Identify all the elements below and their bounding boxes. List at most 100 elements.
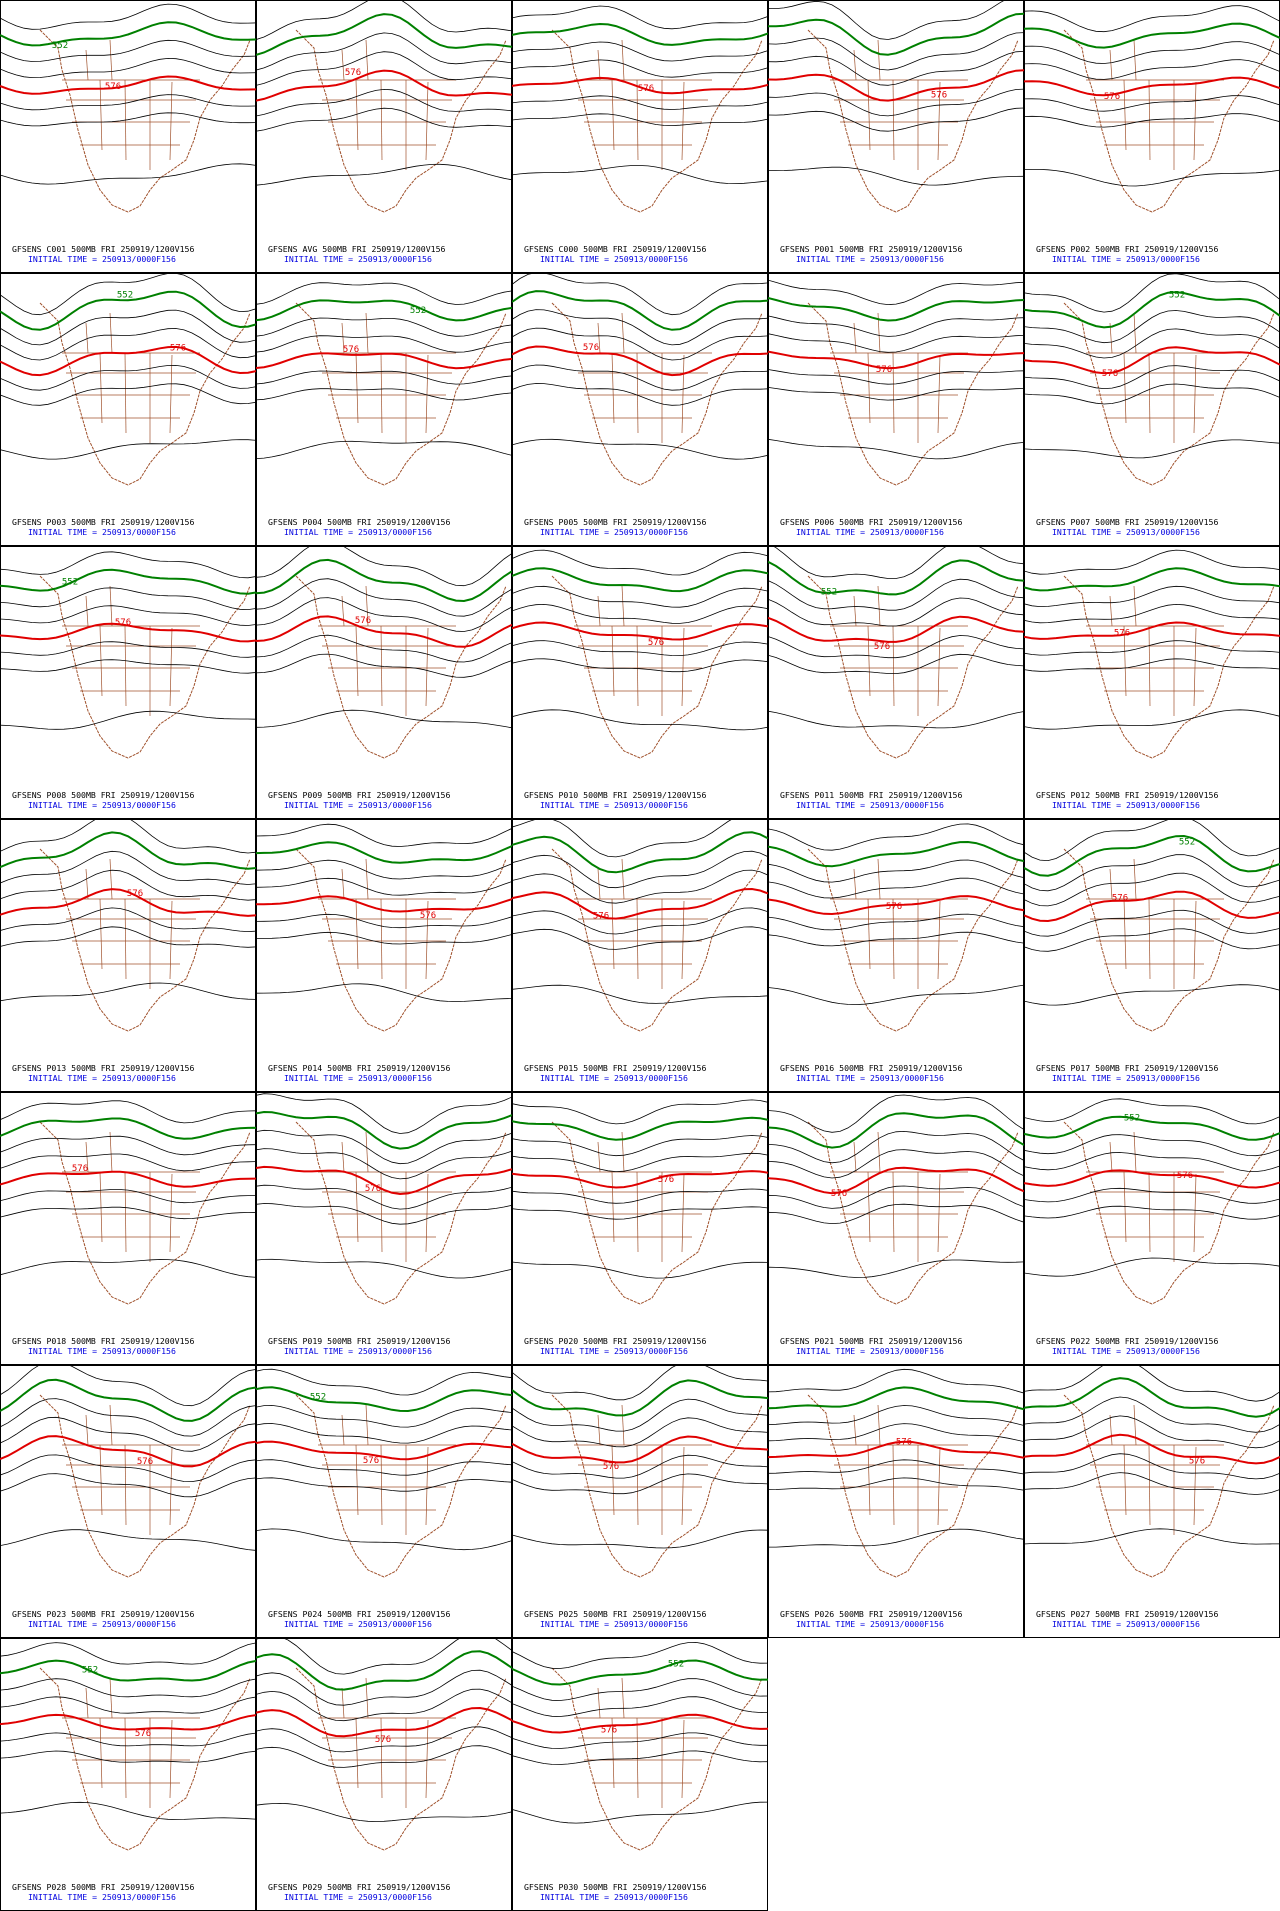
panel-title: GFSENS P013 500MB FRI 250919/1200V156 [12,1063,194,1073]
state-border [597,322,601,354]
contour [512,869,768,904]
panel-border [512,273,768,546]
contour [768,859,1024,883]
contour [1024,1205,1280,1220]
contour [1024,603,1280,624]
contour-552 [0,1659,256,1682]
state-border [892,79,895,161]
contour-552 [256,1110,512,1150]
contour-552 [768,559,1024,596]
state-border [681,81,685,161]
panel-title: GFSENS P011 500MB FRI 250919/1200V156 [780,790,962,800]
panel-title: GFSENS P008 500MB FRI 250919/1200V156 [12,790,194,800]
contour [256,335,512,353]
contour [256,983,512,1003]
contour-552 [0,1378,256,1422]
panel-subtitle: INITIAL TIME = 250913/0000F156 [540,527,688,537]
contour [512,926,768,950]
state-border [85,868,89,900]
contour-552 [768,12,1024,56]
contour [512,1398,768,1432]
state-border [853,595,857,627]
contour [768,1149,1024,1179]
panel-border [0,1365,256,1638]
panel-subtitle: INITIAL TIME = 250913/0000F156 [284,1073,432,1083]
contour [0,1750,256,1763]
coastline [807,1121,1019,1305]
contour [1024,1396,1280,1433]
panel-border [512,1365,768,1638]
state-border [937,1446,941,1526]
contour [768,438,1024,460]
contour [0,926,256,948]
panel-title: GFSENS P009 500MB FRI 250919/1200V156 [268,790,450,800]
contour [0,710,256,730]
panel-title: GFSENS P012 500MB FRI 250919/1200V156 [1036,790,1218,800]
contour [256,1258,512,1279]
contour-label: 576 [1102,369,1118,379]
panel-subtitle: INITIAL TIME = 250913/0000F156 [796,1619,944,1629]
state-border [341,49,345,81]
contour-label: 576 [931,91,947,101]
panel-border [256,1365,512,1638]
contour [512,1732,768,1749]
state-border [365,1131,369,1173]
contour [768,51,1024,86]
contour [772,546,1024,579]
panel-title: GFSENS P001 500MB FRI 250919/1200V156 [780,244,962,254]
panel-border [1024,1092,1280,1365]
coastline [551,1667,763,1851]
panel-border [512,1092,768,1365]
contour-576 [0,1170,256,1188]
contour [512,364,768,391]
contour [1024,658,1280,672]
coastline [807,302,1019,486]
contour [512,273,768,316]
contour [1024,95,1280,112]
panel-subtitle: INITIAL TIME = 250913/0000F156 [540,1892,688,1902]
panel-border [768,273,1024,546]
contour [1024,709,1280,730]
panel-title: GFSENS P019 500MB FRI 250919/1200V156 [268,1336,450,1346]
panel-border [0,0,256,273]
contour [1024,41,1280,64]
panel-title: GFSENS P030 500MB FRI 250919/1200V156 [524,1882,706,1892]
contour-552 [256,841,512,864]
contour-576 [0,75,256,95]
panel-border [512,0,768,273]
state-border [636,352,639,434]
state-border [867,625,871,697]
state-border [169,1719,173,1799]
state-border [341,868,345,900]
contour [0,1696,256,1714]
contour-label: 552 [1179,838,1195,848]
contour [768,1203,1024,1225]
state-border [109,858,113,900]
contour-label: 576 [603,1462,619,1472]
panel-title: GFSENS P004 500MB FRI 250919/1200V156 [268,517,450,527]
coastline [295,575,507,759]
state-border [355,352,359,424]
state-border [681,1446,685,1526]
contour-576 [512,1713,768,1734]
contour [1024,328,1280,359]
panel-subtitle: INITIAL TIME = 250913/0000F156 [284,1619,432,1629]
coastline [1063,1121,1275,1305]
panel-subtitle: INITIAL TIME = 250913/0000F156 [284,1346,432,1356]
contour [256,1477,512,1492]
contour [256,546,512,587]
contour-552 [256,13,512,56]
state-border [636,898,639,980]
panel-title: GFSENS P010 500MB FRI 250919/1200V156 [524,790,706,800]
contour [0,1153,256,1172]
state-border [1193,627,1197,707]
contour [512,850,768,889]
contour [256,1203,512,1225]
state-border [1148,898,1151,980]
contour-576 [0,1713,256,1731]
contour [1024,585,1280,608]
contour-label: 576 [876,365,892,375]
contour-552 [1024,291,1280,329]
contour [0,869,256,901]
panel-border [256,1638,512,1911]
